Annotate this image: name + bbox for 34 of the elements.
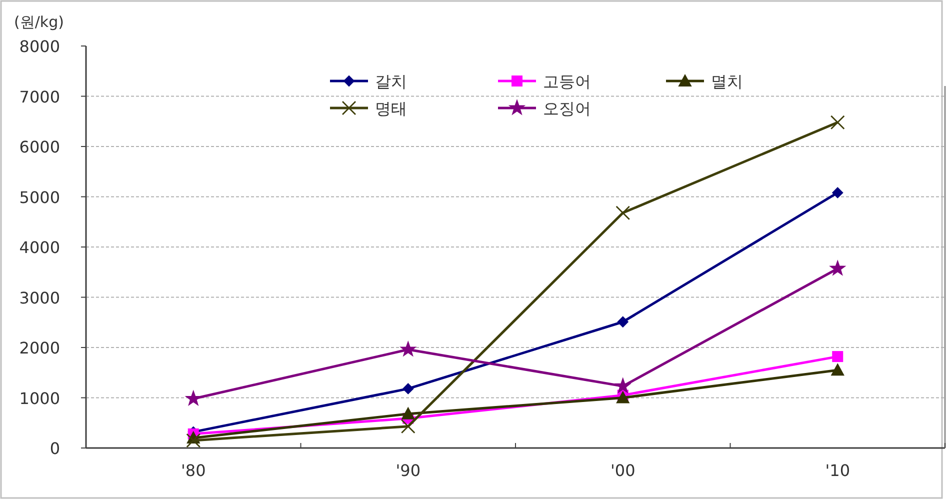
point [832, 187, 844, 198]
point [830, 260, 846, 276]
point [616, 206, 630, 220]
y-tick-label: 1000 [19, 388, 60, 408]
y-tick-label: 4000 [19, 238, 60, 257]
point [617, 316, 628, 328]
y-tick-label: 2000 [19, 338, 60, 358]
y-tick-label: 0 [50, 439, 60, 458]
point [832, 351, 844, 362]
legend-label: 갈치 [375, 72, 407, 91]
point [400, 342, 416, 356]
y-tick-label: 7000 [19, 87, 60, 106]
point [402, 407, 415, 420]
point [402, 383, 414, 394]
point [616, 391, 630, 404]
legend-label: 오징어 [543, 99, 591, 118]
point [186, 433, 200, 448]
x-tick-label: '90 [396, 461, 421, 480]
y-tick-label: 8000 [19, 37, 60, 56]
point [831, 364, 844, 376]
x-tick-label: '10 [825, 461, 850, 480]
point [186, 390, 202, 406]
legend-label: 고등어 [543, 72, 591, 91]
y-axis-title: (원/kg) [14, 13, 64, 31]
legend-label: 명태 [375, 99, 407, 118]
point [401, 419, 416, 434]
x-tick-label: '80 [180, 461, 206, 480]
point [615, 378, 631, 393]
legend-label: 멸치 [711, 72, 743, 91]
x-tick-label: '00 [610, 461, 636, 480]
point [830, 115, 845, 130]
y-tick-label: 3000 [19, 288, 60, 308]
y-tick-label: 5000 [19, 188, 60, 207]
y-tick-label: 6000 [19, 138, 60, 156]
